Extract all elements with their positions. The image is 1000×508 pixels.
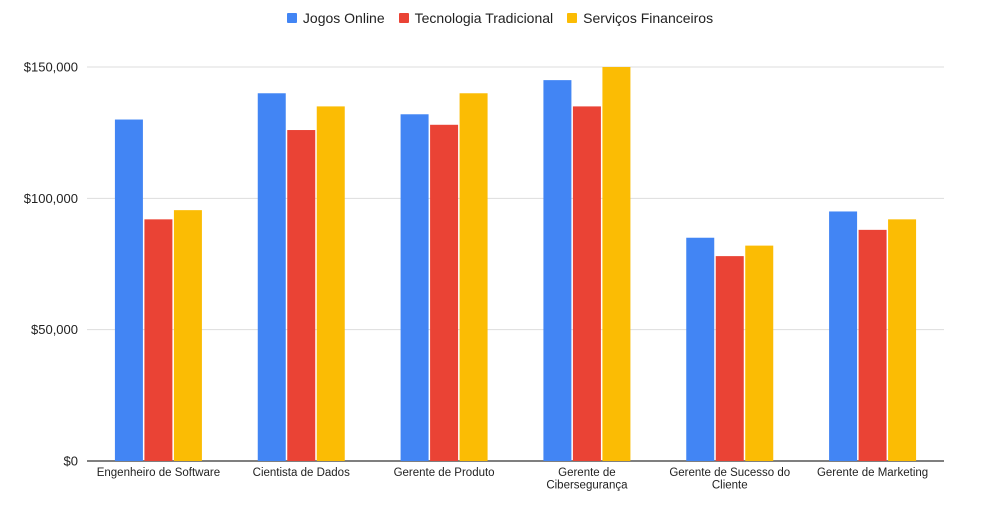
bar-tecnologia-tradicional-0 [144, 219, 173, 461]
y-tick-label: $150,000 [24, 60, 78, 75]
x-category-label: Cientista de Dados [253, 467, 350, 479]
bar-tecnologia-tradicional-2 [430, 124, 459, 461]
bar-jogos-online-4 [686, 237, 715, 461]
bar-jogos-online-1 [257, 93, 286, 462]
bar-jogos-online-3 [543, 80, 572, 461]
y-tick-label: $50,000 [31, 322, 78, 337]
bar-servi-os-financeiros-1 [316, 106, 345, 462]
x-category-label: Gerente de Cibersegurança [546, 467, 628, 492]
bar-jogos-online-2 [400, 114, 429, 461]
legend-label-servicos-financeiros: Serviços Financeiros [583, 10, 714, 26]
bar-jogos-online-5 [829, 211, 858, 461]
legend-item-servicos-financeiros: Serviços Financeiros [567, 10, 713, 26]
legend-item-jogos-online: Jogos Online [286, 10, 385, 26]
legend-item-tecnologia-tradicional: Tecnologia Tradicional [398, 10, 554, 26]
x-category-label: Gerente de Produto [394, 467, 495, 479]
legend-label-jogos-online: Jogos Online [302, 10, 385, 26]
bar-tecnologia-tradicional-4 [715, 256, 744, 461]
legend-swatch-servicos-financeiros [567, 13, 578, 23]
bar-tecnologia-tradicional-1 [287, 130, 316, 462]
bar-jogos-online-0 [114, 119, 143, 462]
x-category-label: Gerente de Marketing [817, 467, 928, 479]
y-tick-label: $0 [64, 454, 78, 469]
y-axis-tick-labels: $0 $50,000 $100,000 $150,000 [24, 60, 78, 469]
legend-swatch-tecnologia-tradicional [398, 13, 409, 23]
bar-tecnologia-tradicional-5 [858, 229, 887, 461]
x-axis-category-labels: Engenheiro de Software Cientista de Dados… [97, 467, 928, 492]
x-category-label: Gerente de Sucesso do Cliente [669, 467, 790, 492]
x-category-label: Engenheiro de Software [97, 467, 220, 479]
bar-servi-os-financeiros-0 [173, 210, 202, 461]
bar-tecnologia-tradicional-3 [572, 106, 601, 462]
bar-servi-os-financeiros-5 [888, 219, 917, 461]
bar-servi-os-financeiros-2 [459, 93, 488, 462]
bar-servi-os-financeiros-4 [745, 245, 774, 461]
legend-label-tecnologia-tradicional: Tecnologia Tradicional [414, 10, 554, 26]
bars [114, 67, 917, 462]
legend-swatch-jogos-online [286, 13, 297, 23]
bar-servi-os-financeiros-3 [602, 67, 631, 461]
chart-legend: Jogos Online Tecnologia Tradicional Serv… [0, 10, 1000, 26]
y-tick-label: $100,000 [24, 191, 78, 206]
gridlines [87, 66, 944, 462]
